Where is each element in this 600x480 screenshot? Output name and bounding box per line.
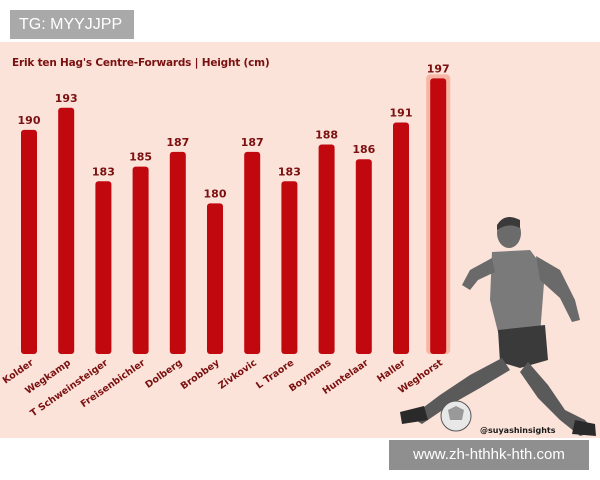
category-label: Dolberg	[143, 357, 184, 390]
bar-wegkamp	[58, 107, 75, 355]
credit-text: @suyashinsights	[480, 426, 556, 435]
value-label: 191	[390, 106, 413, 119]
bar-brobbey	[207, 203, 223, 354]
category-label: Haller	[375, 357, 408, 385]
value-label: 186	[352, 143, 375, 156]
category-label: Freisenbichler	[79, 357, 148, 410]
bar-huntelaar	[355, 159, 372, 354]
chart-title: Erik ten Hag's Centre-Forwards | Height …	[12, 57, 270, 69]
watermark-top: TG: MYYJJPP	[10, 10, 134, 39]
value-label: 183	[278, 165, 301, 178]
bar-t-schweinsteiger	[95, 181, 112, 354]
value-label: 180	[204, 187, 227, 200]
value-label: 193	[55, 92, 78, 105]
value-label: 197	[427, 62, 450, 75]
bar-l-traore	[281, 181, 298, 354]
value-label: 188	[315, 129, 338, 142]
value-label: 185	[129, 151, 152, 164]
bar-weghorst	[430, 78, 447, 354]
bar-boymans	[318, 144, 335, 354]
watermark-bottom: www.zh-hthhk-hth.com	[389, 440, 589, 470]
category-label: Brobbey	[179, 357, 223, 392]
value-label: 187	[241, 136, 264, 149]
value-label: 190	[18, 114, 41, 127]
bar-kolder	[21, 129, 37, 354]
bar-dolberg	[169, 151, 186, 354]
bar-freisenbichler	[132, 166, 149, 354]
bar-haller	[393, 122, 409, 354]
value-label: 183	[92, 165, 115, 178]
value-label: 187	[166, 136, 189, 149]
category-label: Zivkovic	[217, 357, 259, 391]
bar-zivkovic	[244, 151, 261, 354]
